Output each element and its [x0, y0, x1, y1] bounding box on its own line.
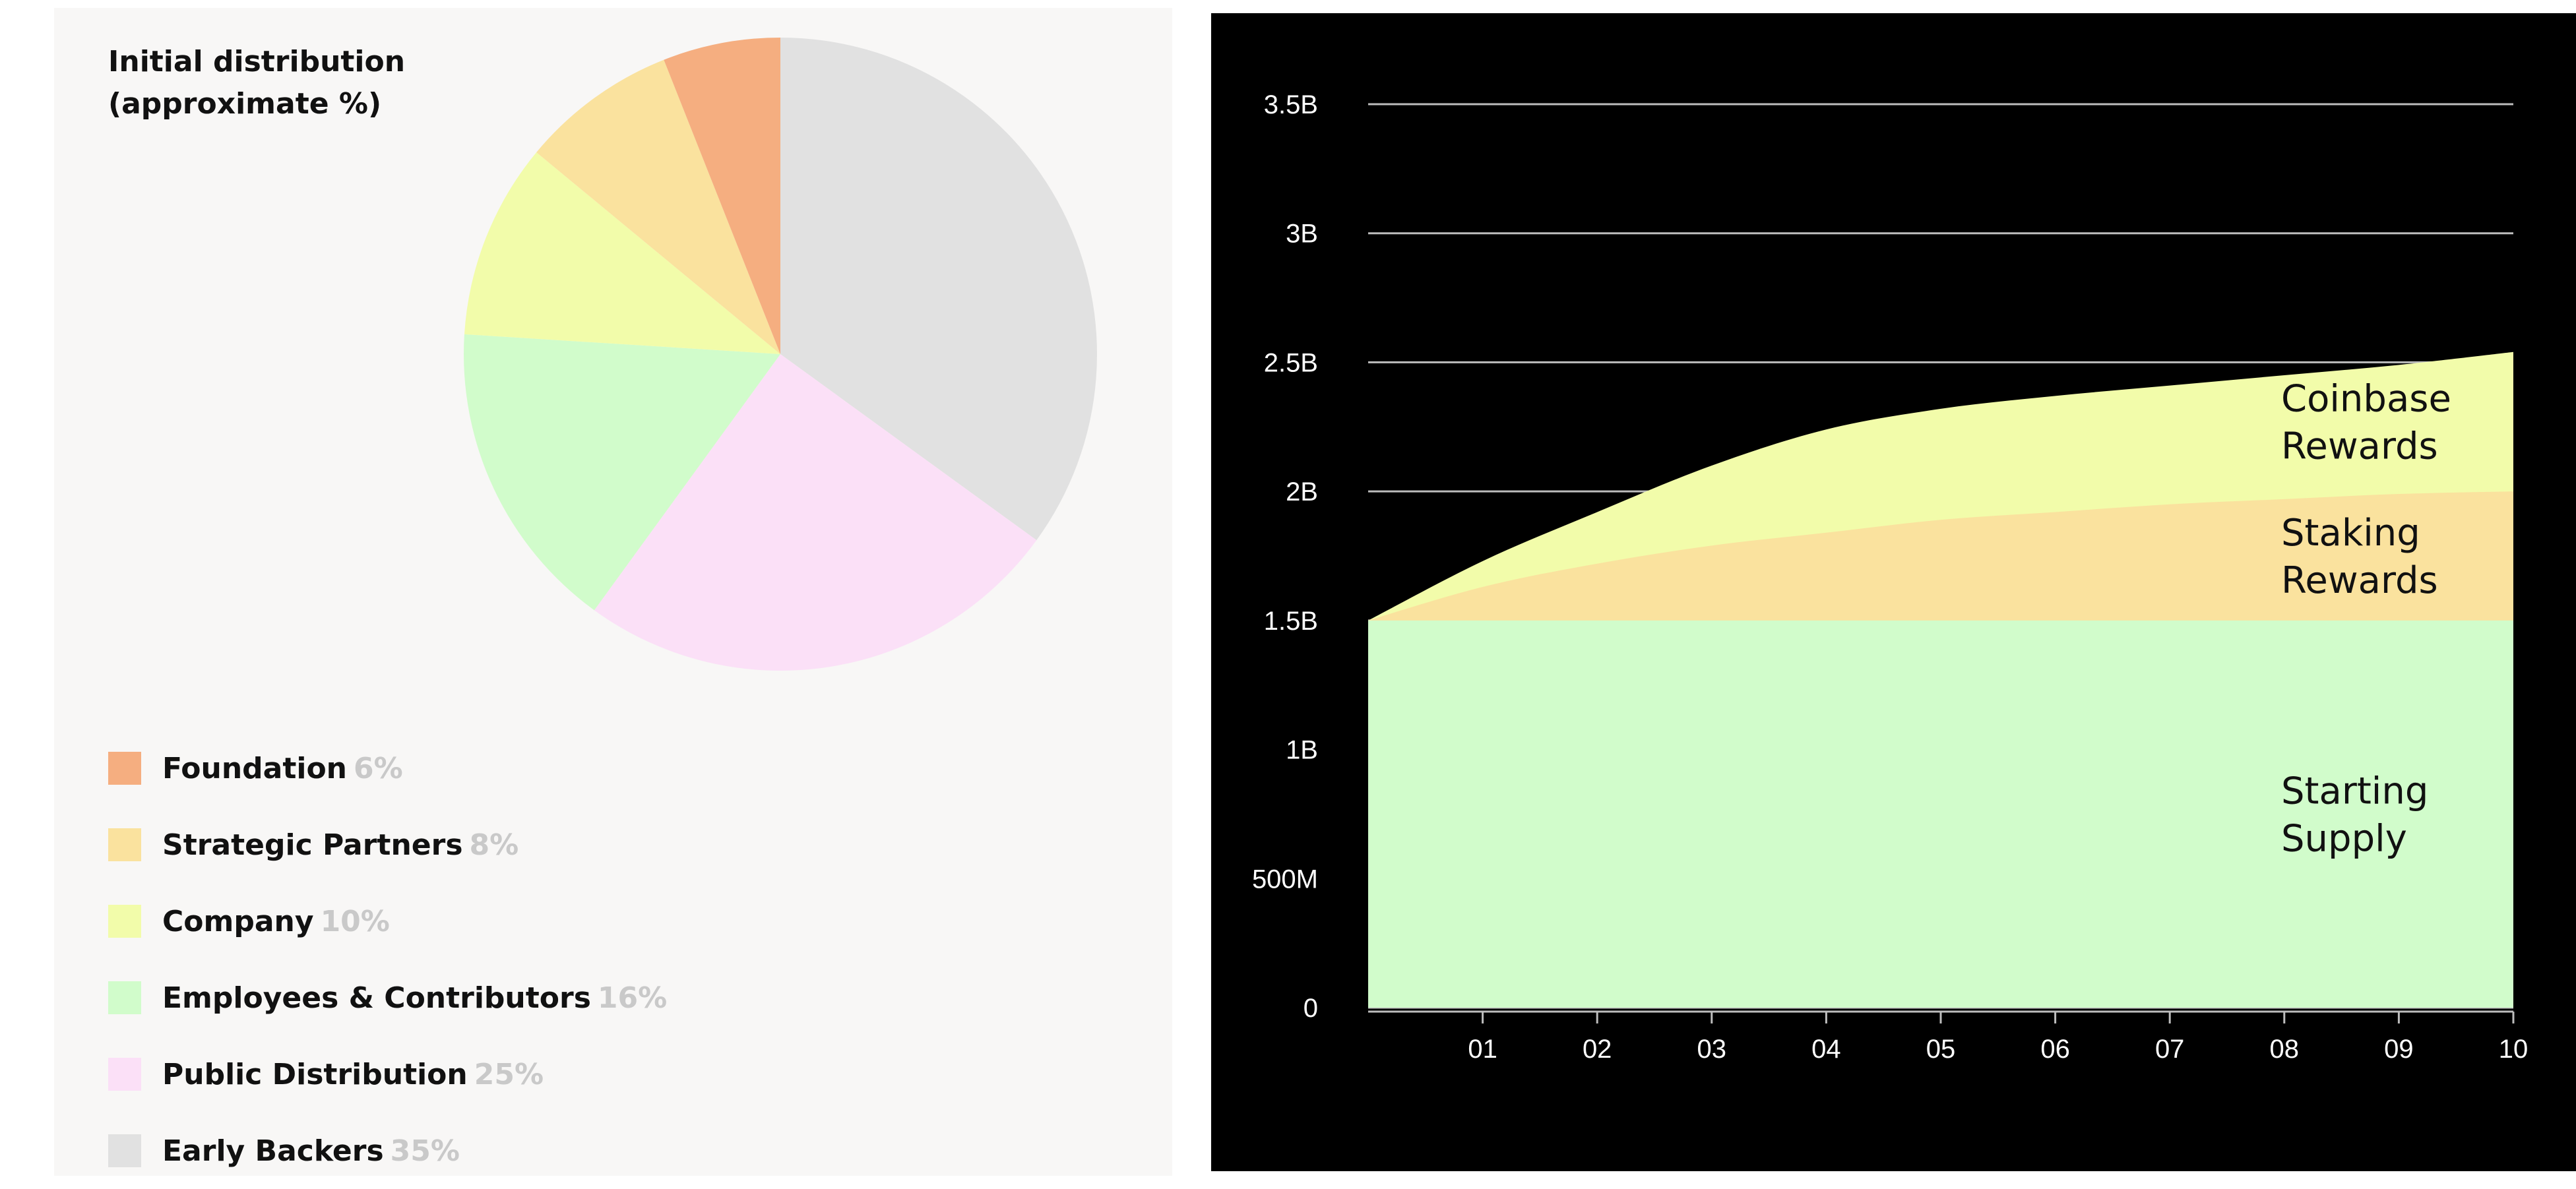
legend-label: Strategic Partners — [162, 828, 463, 862]
legend-label: Early Backers — [162, 1134, 384, 1168]
pie-slice-public-distribution — [594, 354, 1037, 671]
y-tick-label: 500M — [1252, 865, 1318, 894]
legend-swatch — [108, 828, 141, 861]
y-tick-label: 0 — [1304, 994, 1318, 1023]
pie-slice-foundation — [664, 38, 780, 354]
x-tick-label: 02 — [1583, 1035, 1612, 1064]
legend-item-public-distribution: Public Distribution 25% — [108, 1036, 834, 1113]
y-tick-label: 2B — [1286, 477, 1318, 506]
x-tick-label: 03 — [1697, 1035, 1727, 1064]
legend-item-employees-and-contributors: Employees & Contributors 16% — [108, 960, 834, 1036]
y-tick-label: 3B — [1286, 220, 1318, 249]
legend-label: Public Distribution — [162, 1057, 468, 1091]
pie-slice-employees-and-contributors — [464, 334, 780, 611]
legend-label: Employees & Contributors — [162, 981, 591, 1015]
pie-chart — [464, 38, 1097, 671]
x-tick-label: 09 — [2384, 1035, 2414, 1064]
legend-swatch — [108, 905, 141, 938]
legend-item-foundation: Foundation 6% — [108, 730, 834, 807]
x-tick-label: 08 — [2270, 1035, 2300, 1064]
legend-percent: 8% — [469, 828, 519, 862]
legend-item-company: Company 10% — [108, 883, 834, 960]
legend-percent: 25% — [474, 1057, 544, 1091]
legend-percent: 35% — [390, 1134, 460, 1168]
x-tick-label: 10 — [2499, 1035, 2529, 1064]
legend-percent: 16% — [597, 981, 668, 1015]
pie-chart-panel: Initial distribution (approximate %) Fou… — [54, 8, 1172, 1176]
x-tick-label: 05 — [1926, 1035, 1956, 1064]
legend-swatch — [108, 752, 141, 785]
legend-percent: 6% — [354, 751, 403, 785]
legend-label: Company — [162, 904, 314, 938]
y-tick-label: 1B — [1286, 736, 1318, 765]
area-starting-supply — [1368, 620, 2513, 1008]
area-chart: 0 500M 1B 1.5B 2B 2.5B 3B 3.5B Starting Supply Sta… — [1252, 90, 2529, 1064]
area-chart-panel: 0 500M 1B 1.5B 2B 2.5B 3B 3.5B Starting Supply Sta… — [1211, 13, 2576, 1171]
legend-swatch — [108, 981, 141, 1014]
x-tick-label: 01 — [1468, 1035, 1497, 1064]
y-tick-label: 1.5B — [1264, 607, 1318, 636]
x-tick-label: 04 — [1811, 1035, 1841, 1064]
x-tick-label: 06 — [2040, 1035, 2070, 1064]
legend-item-early-backers: Early Backers 35% — [108, 1113, 834, 1189]
legend-label: Foundation — [162, 751, 348, 785]
pie-slice-company — [464, 152, 780, 354]
legend-item-strategic-partners: Strategic Partners 8% — [108, 807, 834, 883]
area-label-staking-rewards: Staking Rewards — [2281, 512, 2438, 602]
area-label-coinbase-rewards: Coinbase Rewards — [2281, 377, 2451, 468]
legend-percent: 10% — [320, 904, 390, 938]
y-tick-label: 3.5B — [1264, 90, 1318, 119]
pie-slice-early-backers — [780, 38, 1097, 541]
y-tick-label: 2.5B — [1264, 348, 1318, 377]
x-tick-label: 07 — [2155, 1035, 2185, 1064]
legend-swatch — [108, 1058, 141, 1091]
pie-slice-strategic-partners — [536, 59, 780, 355]
pie-chart-title: Initial distribution (approximate %) — [108, 45, 406, 121]
legend-swatch — [108, 1134, 141, 1167]
area-label-starting-supply: Starting Supply — [2281, 770, 2428, 860]
pie-legend: Foundation 6% Strategic Partners 8% Company 1… — [108, 730, 834, 1189]
